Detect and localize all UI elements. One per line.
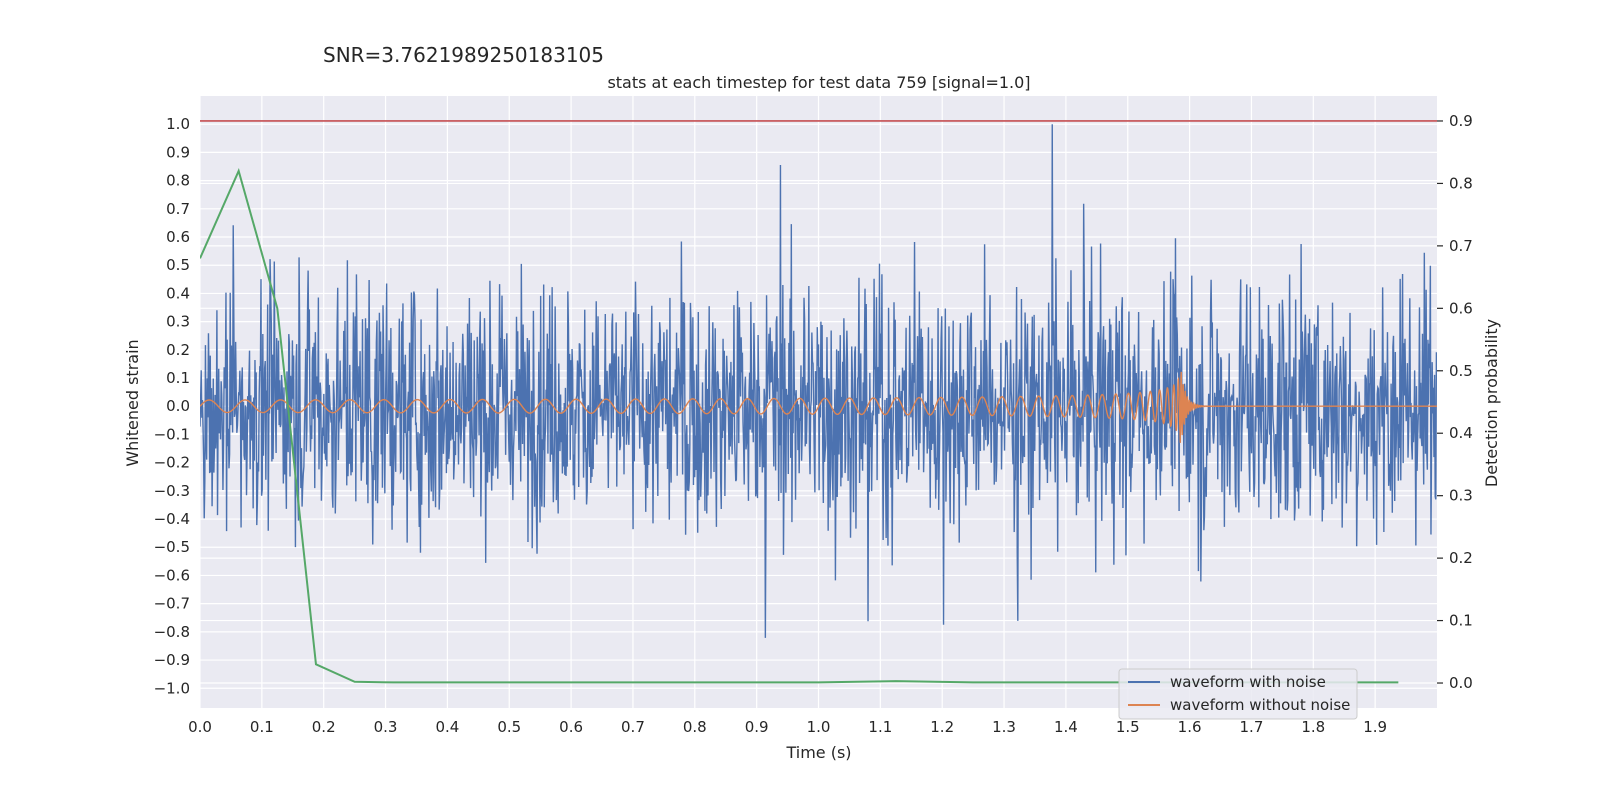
y-right-tick-label: 0.7 bbox=[1449, 237, 1473, 255]
y-right-tick-label: 0.9 bbox=[1449, 112, 1473, 130]
x-tick-label: 1.9 bbox=[1363, 718, 1387, 736]
x-tick-label: 0.9 bbox=[745, 718, 769, 736]
y-left-tick-label: −0.9 bbox=[154, 651, 190, 669]
y-left-tick-label: 0.5 bbox=[166, 256, 190, 274]
y-left-tick-label: 0.3 bbox=[166, 313, 190, 331]
x-tick-label: 0.2 bbox=[312, 718, 336, 736]
y-right-tick-label: 0.0 bbox=[1449, 674, 1473, 692]
y-left-tick-label: 0.6 bbox=[166, 228, 190, 246]
y-right-tick-label: 0.2 bbox=[1449, 549, 1473, 567]
x-tick-label: 1.8 bbox=[1301, 718, 1325, 736]
x-axis-label: Time (s) bbox=[785, 743, 851, 762]
chart-title: stats at each timestep for test data 759… bbox=[607, 73, 1030, 92]
x-tick-label: 0.5 bbox=[497, 718, 521, 736]
x-tick-label: 1.6 bbox=[1178, 718, 1202, 736]
legend-label-clean: waveform without noise bbox=[1170, 696, 1350, 714]
y-right-tick-label: 0.1 bbox=[1449, 612, 1473, 630]
y-left-tick-label: 0.2 bbox=[166, 341, 190, 359]
y-left-tick-label: −0.2 bbox=[154, 454, 190, 472]
x-tick-label: 1.1 bbox=[868, 718, 892, 736]
y-left-tick-label: −0.4 bbox=[154, 510, 190, 528]
y-left-axis-label: Whitened strain bbox=[123, 339, 142, 466]
y-right-tick-label: 0.6 bbox=[1449, 299, 1473, 317]
x-tick-label: 0.4 bbox=[435, 718, 459, 736]
y-left-tick-label: −0.6 bbox=[154, 566, 190, 584]
x-ticks: 0.0 0.1 0.2 0.3 0.4 0.5 0.6 0.7 0.8 0.9 1.0 1.1 1.2 1… bbox=[188, 718, 1387, 736]
y-left-tick-label: 0.7 bbox=[166, 200, 190, 218]
y-right-tick-label: 0.5 bbox=[1449, 362, 1473, 380]
y-left-tick-label: −1.0 bbox=[154, 679, 190, 697]
x-tick-label: 1.0 bbox=[807, 718, 831, 736]
x-tick-label: 0.8 bbox=[683, 718, 707, 736]
y-left-tick-label: 0.8 bbox=[166, 172, 190, 190]
x-tick-label: 0.1 bbox=[250, 718, 274, 736]
y-left-tick-label: −0.5 bbox=[154, 538, 190, 556]
y-left-ticks: 1.0 0.9 0.8 0.7 0.6 0.5 0.4 0.3 0.2 0.1 0.0 −0.1 −0.… bbox=[154, 115, 190, 697]
x-tick-label: 1.2 bbox=[930, 718, 954, 736]
y-left-tick-label: −0.1 bbox=[154, 425, 190, 443]
y-right-axis-label: Detection probability bbox=[1482, 319, 1501, 487]
y-left-tick-label: 0.4 bbox=[166, 284, 190, 302]
x-tick-label: 1.7 bbox=[1240, 718, 1264, 736]
series-waveform-without-noise bbox=[200, 371, 1437, 443]
legend-box bbox=[1118, 668, 1358, 720]
y-right-tick-label: 0.8 bbox=[1449, 174, 1473, 192]
y-left-tick-label: 0.1 bbox=[166, 369, 190, 387]
y-left-tick-label: 0.0 bbox=[166, 397, 190, 415]
x-tick-label: 1.3 bbox=[992, 718, 1016, 736]
y-right-tick-label: 0.4 bbox=[1449, 424, 1473, 442]
x-tick-label: 1.4 bbox=[1054, 718, 1078, 736]
x-tick-label: 0.7 bbox=[621, 718, 645, 736]
y-left-tick-label: −0.3 bbox=[154, 482, 190, 500]
x-tick-label: 0.3 bbox=[374, 718, 398, 736]
y-right-tick-label: 0.3 bbox=[1449, 487, 1473, 505]
chart-suptitle: SNR=3.7621989250183105 bbox=[323, 43, 604, 67]
y-left-tick-label: 1.0 bbox=[166, 115, 190, 133]
y-right-ticks: 0.9 0.8 0.7 0.6 0.5 0.4 0.3 0.2 0.1 0.0 bbox=[1437, 112, 1473, 692]
legend: waveform with noise waveform without noi… bbox=[1118, 668, 1358, 720]
y-left-tick-label: −0.8 bbox=[154, 623, 190, 641]
legend-label-noise: waveform with noise bbox=[1170, 673, 1326, 691]
y-left-tick-label: 0.9 bbox=[166, 143, 190, 161]
x-tick-label: 0.6 bbox=[559, 718, 583, 736]
x-tick-label: 1.5 bbox=[1116, 718, 1140, 736]
y-left-tick-label: −0.7 bbox=[154, 595, 190, 613]
series-waveform-with-noise bbox=[200, 124, 1437, 638]
x-tick-label: 0.0 bbox=[188, 718, 212, 736]
